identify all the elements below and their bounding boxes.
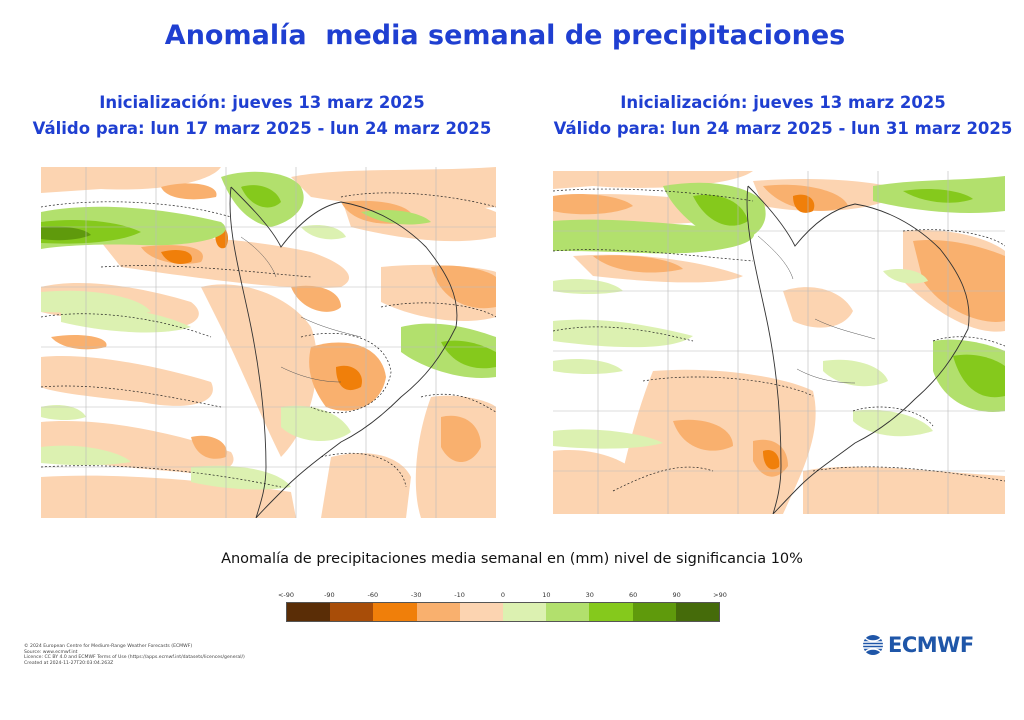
panel-left-header: Inicialización: jueves 13 marz 2025 Váli… <box>22 90 502 142</box>
legend-tick: 0 <box>500 591 506 599</box>
legend-caption: Anomalía de precipitaciones media semana… <box>221 551 803 567</box>
legend-tick: 60 <box>629 591 638 599</box>
legend-tick: -60 <box>367 591 379 599</box>
ecmwf-logo-icon <box>862 635 884 655</box>
map-week-1 <box>41 167 496 518</box>
panel-left-valid: Válido para: lun 17 marz 2025 - lun 24 m… <box>32 119 492 138</box>
legend-swatch <box>675 603 720 621</box>
legend-colorbar <box>286 602 720 622</box>
ecmwf-logo-text: ECMWF <box>888 633 974 657</box>
map-week-2 <box>553 171 1005 514</box>
panel-right-header: Inicialización: jueves 13 marz 2025 Váli… <box>543 90 1023 142</box>
legend-tick: -10 <box>454 591 465 599</box>
legend-tick: -30 <box>410 591 422 599</box>
legend-tick: 30 <box>585 591 594 599</box>
legend-swatch <box>459 603 504 621</box>
legend-swatch <box>287 603 331 621</box>
legend-tick: -90 <box>324 591 335 599</box>
panel-right-valid: Válido para: lun 24 marz 2025 - lun 31 m… <box>553 119 1013 138</box>
credit-line: © 2024 European Centre for Medium-Range … <box>24 644 193 649</box>
legend-swatch <box>330 603 374 621</box>
legend-tick: 90 <box>672 591 681 599</box>
legend-tick: >90 <box>713 591 727 599</box>
ecmwf-logo: ECMWF <box>860 633 974 657</box>
panel-left-init: Inicialización: jueves 13 marz 2025 <box>99 93 425 112</box>
legend-swatch <box>416 603 460 621</box>
credit-line: Licence: CC BY 4.0 and ECMWF Terms of Us… <box>24 655 245 661</box>
credit-line: Source: www.ecmwf.int <box>24 649 78 655</box>
legend-ticks: <-90 -90 -60 -30 -10 0 10 30 60 90 >90 <box>278 591 727 601</box>
legend-swatch <box>632 603 676 621</box>
legend-swatch <box>373 603 417 621</box>
panel-right-init: Inicialización: jueves 13 marz 2025 <box>620 93 946 112</box>
legend-swatch <box>503 603 547 621</box>
page-title: Anomalía media semanal de precipitacione… <box>164 20 846 51</box>
legend-swatch <box>546 603 590 621</box>
credits: © 2024 European Centre for Medium-Range … <box>24 644 245 667</box>
legend-tick: <-90 <box>277 591 295 599</box>
legend-tick: 10 <box>542 591 551 599</box>
credit-line: Created at 2024-11-27T20:03:04.263Z <box>24 661 114 667</box>
legend-swatch <box>589 603 633 621</box>
